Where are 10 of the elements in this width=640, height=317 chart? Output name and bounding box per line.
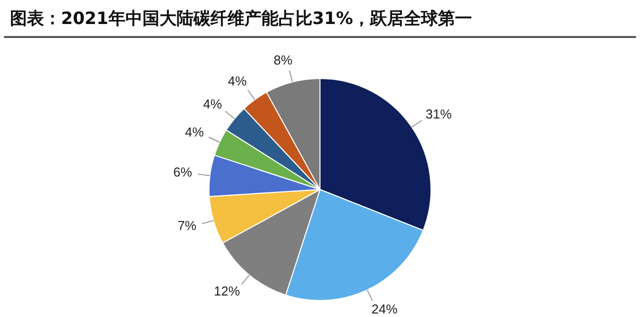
data-label: 7% <box>178 218 197 234</box>
chart-title: 图表：2021年中国大陆碳纤维产能占比31%，跃居全球第一 <box>4 0 636 38</box>
data-label: 4% <box>228 73 248 88</box>
data-label: 4% <box>203 96 222 112</box>
data-label: 6% <box>173 164 192 180</box>
data-label: 12% <box>214 284 240 299</box>
data-label: 31% <box>426 106 452 122</box>
data-label: 24% <box>371 301 398 316</box>
data-label: 8% <box>274 52 293 68</box>
data-label: 4% <box>185 124 204 140</box>
